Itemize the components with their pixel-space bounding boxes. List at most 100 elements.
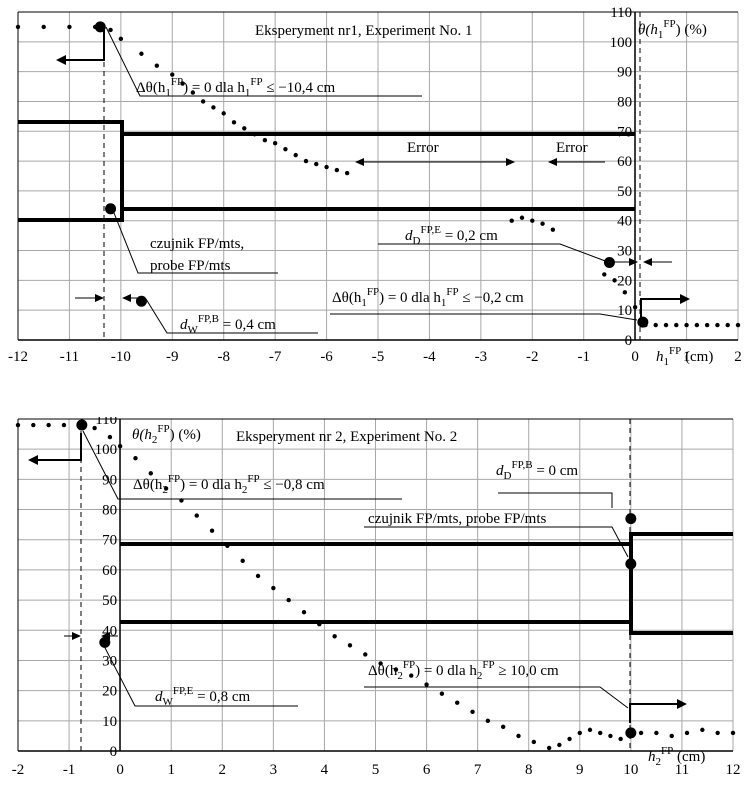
data-point xyxy=(272,141,278,146)
y-tick-label: 70 xyxy=(102,533,117,549)
leader-probe-2 xyxy=(364,526,629,558)
x-tick-label: -11 xyxy=(60,349,79,365)
data-point xyxy=(735,322,741,328)
probe-bars-1 xyxy=(18,120,635,222)
x-tick-label: 7 xyxy=(474,762,482,778)
x-tick-label: 2 xyxy=(734,349,742,365)
leader-eq2-2 xyxy=(364,686,629,709)
marker-point xyxy=(603,256,615,268)
arrow-left-1 xyxy=(56,30,105,65)
data-point xyxy=(704,322,710,328)
equation-2a: Δθ(h2FP) = 0 dla h2FP ≤ −0,8 cm xyxy=(133,473,325,496)
data-point xyxy=(500,724,506,730)
y-tick-label: 90 xyxy=(617,65,632,81)
x-tick-label: 4 xyxy=(321,762,329,778)
marker-point xyxy=(625,513,637,525)
y-tick-label: 100 xyxy=(610,35,633,51)
data-point xyxy=(194,513,199,518)
data-point xyxy=(262,138,268,143)
data-point xyxy=(180,81,185,86)
x-tick-label: -10 xyxy=(111,349,131,365)
y-tick-label: 50 xyxy=(102,593,117,609)
marker-point xyxy=(94,21,106,33)
data-point xyxy=(485,718,491,724)
x-tick-label: 8 xyxy=(525,762,533,778)
dd-arrows-1 xyxy=(612,258,672,266)
data-point xyxy=(347,643,353,648)
data-point xyxy=(211,105,216,110)
y-tick-label: 10 xyxy=(617,303,632,319)
dw-label-2: dWFP,E = 0,8 cm xyxy=(155,685,251,708)
equation-1b: Δθ(h1FP) = 0 dla h1FP ≤ −0,2 cm xyxy=(332,286,524,309)
data-point xyxy=(363,652,368,657)
data-point xyxy=(550,227,556,232)
data-point xyxy=(700,727,705,733)
x-axis-label-1: h1FP (cm) xyxy=(656,345,713,368)
x-tick-label: -2 xyxy=(526,349,539,365)
data-point xyxy=(154,63,160,68)
x-tick-label: -4 xyxy=(423,349,436,365)
data-point xyxy=(332,634,337,639)
tick-labels-2: -2 -1 0 1 2 3 4 5 6 7 8 9 10 11 1201020304050607080901… xyxy=(12,417,741,778)
leader-dw-2 xyxy=(101,641,298,707)
data-point xyxy=(46,422,51,428)
leader-eq1-1 xyxy=(105,26,422,97)
data-point xyxy=(378,661,383,666)
leader-eq1-2 xyxy=(82,430,402,500)
data-point xyxy=(612,278,617,283)
x-tick-label: -3 xyxy=(475,349,488,365)
probe-bars-2 xyxy=(120,532,733,635)
dd-label-1: dDFP,E = 0,2 cm xyxy=(405,224,498,247)
x-tick-label: 10 xyxy=(623,762,638,778)
data-point xyxy=(301,609,307,615)
data-point xyxy=(240,558,245,564)
data-point xyxy=(393,667,399,672)
marker-point xyxy=(76,419,88,431)
data-point xyxy=(283,146,288,152)
x-tick-label: 1 xyxy=(683,349,691,365)
data-point xyxy=(715,730,720,736)
data-point xyxy=(654,730,659,736)
x-tick-label: 0 xyxy=(116,762,124,778)
x-tick-label: -6 xyxy=(320,349,333,365)
x-tick-label: 11 xyxy=(675,762,689,778)
data-point xyxy=(730,730,736,736)
x-tick-label: 5 xyxy=(372,762,380,778)
tick-labels-1: -12 -11 -10 -9 -8 -7 -6 -5 -4 -3 -2 -1 0 1 20102030405… xyxy=(8,5,742,365)
x-tick-label: 6 xyxy=(423,762,431,778)
error-arrow-1 xyxy=(355,158,515,166)
data-point xyxy=(653,322,658,328)
y-tick-label: 30 xyxy=(617,244,632,260)
data-point xyxy=(587,727,593,733)
error-label-1: Error xyxy=(407,140,439,156)
probe-label-2: czujnik FP/mts, probe FP/mts xyxy=(368,511,547,527)
data-point xyxy=(618,736,623,742)
marker-point xyxy=(135,295,147,307)
error-arrow-2 xyxy=(548,158,605,166)
data-point xyxy=(598,730,603,736)
y-tick-label: 100 xyxy=(95,442,118,458)
y-tick-label: 20 xyxy=(617,273,632,289)
data-point xyxy=(509,218,514,223)
y-tick-label: 20 xyxy=(102,684,117,700)
data-point xyxy=(694,322,700,328)
markers-1 xyxy=(94,21,649,328)
data-point xyxy=(118,36,124,42)
data-point xyxy=(61,422,67,428)
x-tick-label: 1 xyxy=(167,762,175,778)
data-point xyxy=(622,290,628,295)
data-point xyxy=(231,120,237,125)
data-point xyxy=(577,730,582,736)
data-point xyxy=(725,322,730,328)
y-tick-label: 30 xyxy=(102,653,117,669)
x-tick-label: -12 xyxy=(8,349,28,365)
data-point xyxy=(669,733,674,739)
y-tick-label: 110 xyxy=(95,417,117,428)
arrow-left-2 xyxy=(28,433,82,465)
data-point xyxy=(638,730,644,736)
dd-label-2: dDFP,B = 0 cm xyxy=(496,459,578,482)
data-point xyxy=(602,272,607,277)
data-point xyxy=(516,733,521,739)
y-tick-label: 0 xyxy=(625,333,633,349)
data-point xyxy=(163,486,169,491)
